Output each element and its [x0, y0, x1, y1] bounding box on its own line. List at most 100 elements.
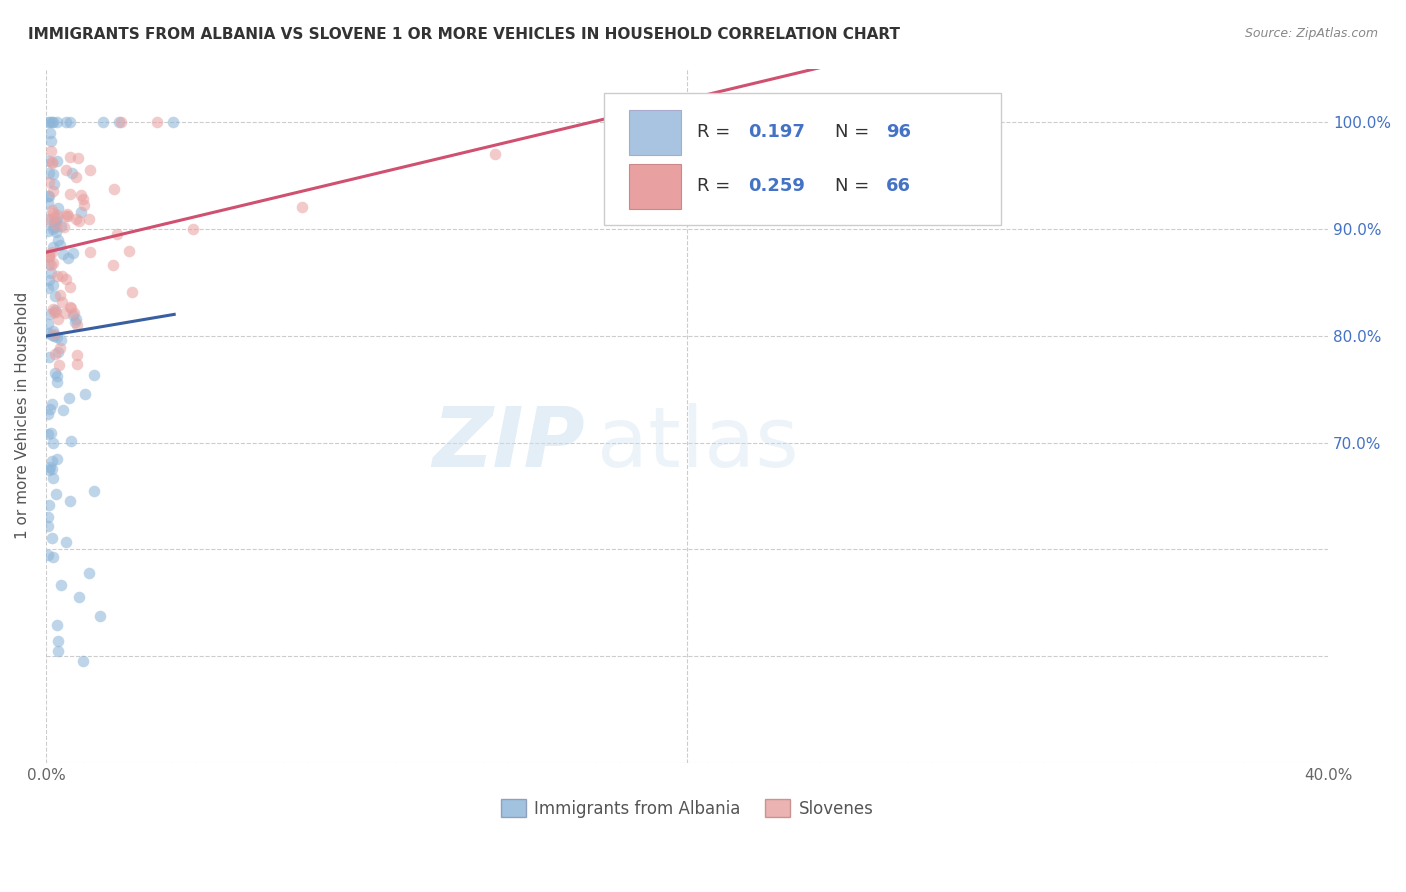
Point — [91, 115, 114, 129]
Point — [107, 115, 129, 129]
Point — [38, 166, 60, 180]
Text: 66: 66 — [886, 177, 911, 195]
Point — [37, 407, 59, 421]
Point — [77, 212, 100, 227]
Point — [83, 484, 105, 499]
Point — [55, 115, 77, 129]
Point — [66, 348, 89, 362]
Point — [41, 325, 63, 339]
Point — [46, 634, 69, 648]
Text: R =: R = — [697, 177, 737, 195]
Point — [42, 435, 65, 450]
Point — [38, 175, 60, 189]
Point — [41, 278, 63, 293]
Point — [38, 115, 60, 129]
Point — [52, 247, 75, 261]
Point — [44, 328, 66, 343]
Point — [63, 306, 86, 320]
Point — [41, 155, 63, 169]
Point — [181, 222, 204, 236]
Point — [45, 330, 67, 344]
Point — [38, 462, 60, 476]
Point — [44, 304, 66, 318]
Legend: Immigrants from Albania, Slovenes: Immigrants from Albania, Slovenes — [494, 793, 880, 824]
Point — [44, 302, 66, 317]
Point — [38, 189, 60, 203]
Point — [38, 351, 60, 365]
Point — [73, 198, 96, 212]
Point — [49, 288, 72, 302]
Point — [65, 212, 87, 227]
Point — [101, 258, 124, 272]
Point — [162, 115, 184, 129]
Point — [37, 426, 59, 441]
Point — [37, 115, 59, 129]
Point — [484, 147, 506, 161]
Point — [121, 285, 143, 299]
Text: R =: R = — [697, 123, 737, 142]
Point — [46, 233, 69, 247]
Point — [38, 250, 60, 264]
Point — [42, 301, 65, 316]
Point — [37, 317, 59, 331]
Point — [38, 272, 60, 286]
Point — [42, 221, 65, 235]
Point — [65, 358, 87, 372]
Point — [38, 213, 60, 227]
Point — [89, 609, 111, 624]
Point — [38, 402, 60, 417]
Point — [44, 305, 66, 319]
Point — [45, 213, 67, 227]
Point — [42, 240, 65, 254]
Point — [59, 300, 82, 314]
Point — [55, 209, 77, 223]
Point — [65, 312, 87, 326]
Point — [39, 425, 62, 440]
Point — [44, 210, 66, 224]
Point — [45, 153, 67, 168]
Point — [46, 208, 69, 222]
Point — [105, 227, 128, 241]
Y-axis label: 1 or more Vehicles in Household: 1 or more Vehicles in Household — [15, 293, 30, 540]
Point — [37, 518, 59, 533]
Point — [41, 154, 63, 169]
Point — [41, 327, 63, 342]
Point — [37, 509, 59, 524]
Point — [66, 318, 89, 332]
Point — [45, 115, 67, 129]
Point — [55, 207, 77, 221]
Point — [118, 244, 141, 258]
Point — [42, 167, 65, 181]
Point — [38, 154, 60, 169]
Point — [45, 486, 67, 500]
Point — [145, 115, 167, 129]
Point — [83, 368, 105, 383]
Point — [56, 209, 79, 223]
Point — [37, 212, 59, 227]
Point — [55, 272, 77, 286]
Text: 0.197: 0.197 — [748, 123, 806, 142]
Point — [77, 566, 100, 580]
Text: 96: 96 — [886, 123, 911, 142]
Point — [46, 376, 69, 390]
Point — [46, 344, 69, 359]
Point — [41, 531, 63, 545]
Point — [52, 219, 75, 234]
Point — [44, 289, 66, 303]
Point — [41, 471, 63, 485]
Point — [42, 177, 65, 191]
Point — [39, 258, 62, 272]
Point — [44, 347, 66, 361]
Point — [37, 326, 59, 340]
Point — [55, 534, 77, 549]
Point — [46, 201, 69, 215]
Point — [45, 269, 67, 284]
Point — [41, 115, 63, 129]
Bar — [630, 163, 681, 209]
Point — [59, 301, 82, 316]
Point — [291, 201, 314, 215]
Point — [48, 311, 70, 326]
Point — [46, 211, 69, 225]
Point — [38, 250, 60, 264]
Point — [41, 202, 63, 217]
